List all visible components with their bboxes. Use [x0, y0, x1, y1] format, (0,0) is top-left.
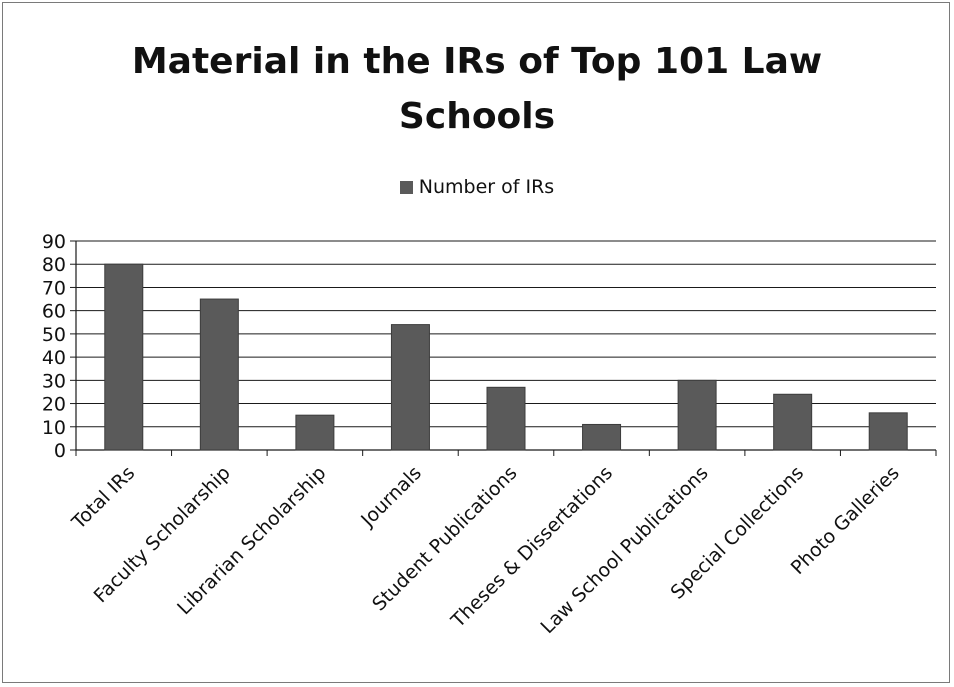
y-tick-label: 90	[42, 231, 66, 253]
chart-legend: Number of IRs	[0, 176, 954, 198]
y-tick-label: 50	[42, 324, 66, 346]
y-tick-label: 40	[42, 347, 66, 369]
bar	[390, 324, 430, 451]
bar	[199, 298, 239, 451]
bar	[582, 423, 622, 451]
bar	[104, 263, 144, 451]
chart-title-line-2: Schools	[398, 96, 556, 137]
chart-title: Material in the IRs of Top 101 Law Schoo…	[0, 34, 954, 144]
y-tick-label: 10	[42, 417, 66, 439]
x-tick-label: Total IRs	[67, 462, 139, 534]
bar	[773, 393, 813, 451]
chart-title-line-1: Material in the IRs of Top 101 Law	[131, 41, 823, 82]
x-tick-label: Journals	[356, 462, 426, 532]
x-tick-label: Law School Publications	[537, 462, 713, 638]
bar	[295, 414, 335, 451]
bar	[486, 386, 526, 451]
bar	[868, 412, 908, 451]
x-tick-label: Theses & Dissertations	[446, 462, 617, 633]
y-tick-label: 30	[42, 370, 66, 392]
legend-label: Number of IRs	[418, 176, 555, 198]
y-tick-label: 60	[42, 301, 66, 323]
bar	[677, 379, 717, 451]
y-tick-label: 20	[42, 394, 66, 416]
y-tick-label: 70	[42, 277, 66, 299]
y-tick-label: 80	[42, 254, 66, 276]
y-tick-label: 0	[54, 440, 66, 462]
legend-swatch	[399, 181, 413, 194]
